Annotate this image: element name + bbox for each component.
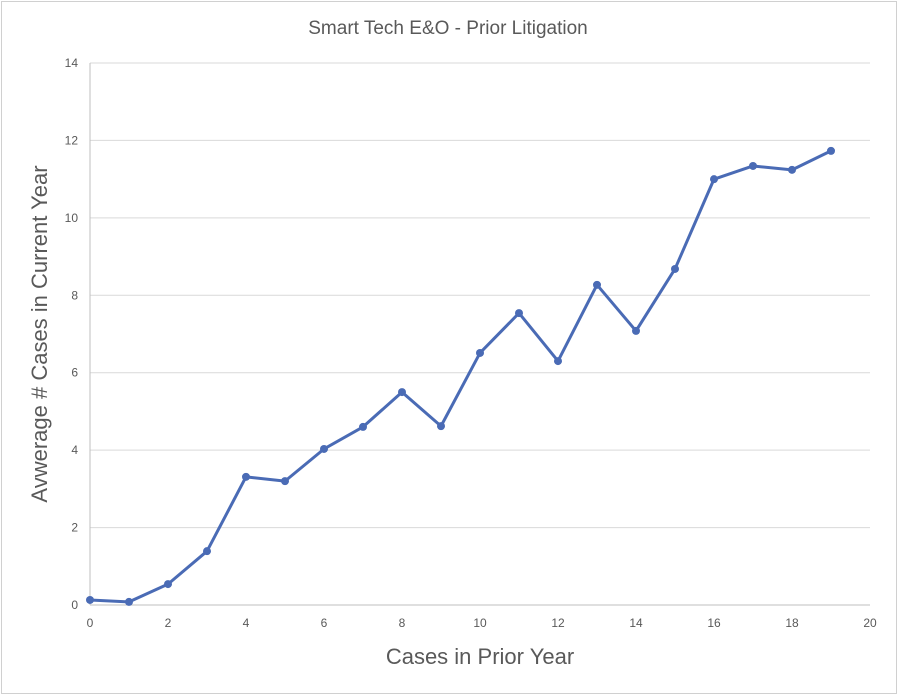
series-line (89, 149, 832, 604)
data-point (242, 472, 250, 481)
data-point (476, 348, 484, 357)
y-axis-label: Avwerage # Cases in Current Year (27, 165, 52, 502)
y-tick-label: 6 (71, 366, 78, 380)
data-point (593, 280, 601, 289)
x-tick-label: 4 (243, 616, 250, 630)
x-axis-label: Cases in Prior Year (386, 644, 574, 669)
x-tick-label: 0 (87, 616, 94, 630)
x-tick-label: 14 (629, 616, 643, 630)
x-tick-label: 20 (863, 616, 877, 630)
chart-title: Smart Tech E&O - Prior Litigation (308, 18, 587, 39)
y-tick-label: 2 (71, 521, 78, 535)
x-tick-label: 16 (707, 616, 721, 630)
data-point (632, 326, 640, 335)
x-tick-label: 12 (551, 616, 565, 630)
data-point (86, 595, 94, 604)
data-point (164, 580, 172, 589)
data-point (281, 477, 289, 486)
data-point (827, 146, 835, 155)
x-tick-label: 6 (321, 616, 328, 630)
y-tick-label: 14 (65, 56, 79, 70)
data-point (437, 422, 445, 431)
y-tick-label: 8 (71, 288, 78, 302)
data-point (554, 357, 562, 366)
y-tick-label: 0 (71, 598, 78, 612)
y-tick-label: 10 (65, 211, 79, 225)
y-tick-label: 12 (65, 133, 79, 147)
data-point (203, 547, 211, 556)
data-point (788, 165, 796, 174)
data-point (515, 309, 523, 318)
data-point (398, 388, 406, 397)
data-point (749, 161, 757, 170)
data-point (125, 597, 133, 606)
x-tick-label: 10 (473, 616, 487, 630)
data-point (359, 422, 367, 431)
x-tick-label: 18 (785, 616, 799, 630)
x-tick-label: 2 (165, 616, 172, 630)
data-point (671, 264, 679, 273)
data-point (320, 444, 328, 453)
x-tick-label: 8 (399, 616, 406, 630)
data-point (710, 175, 718, 184)
y-tick-label: 4 (71, 443, 78, 457)
